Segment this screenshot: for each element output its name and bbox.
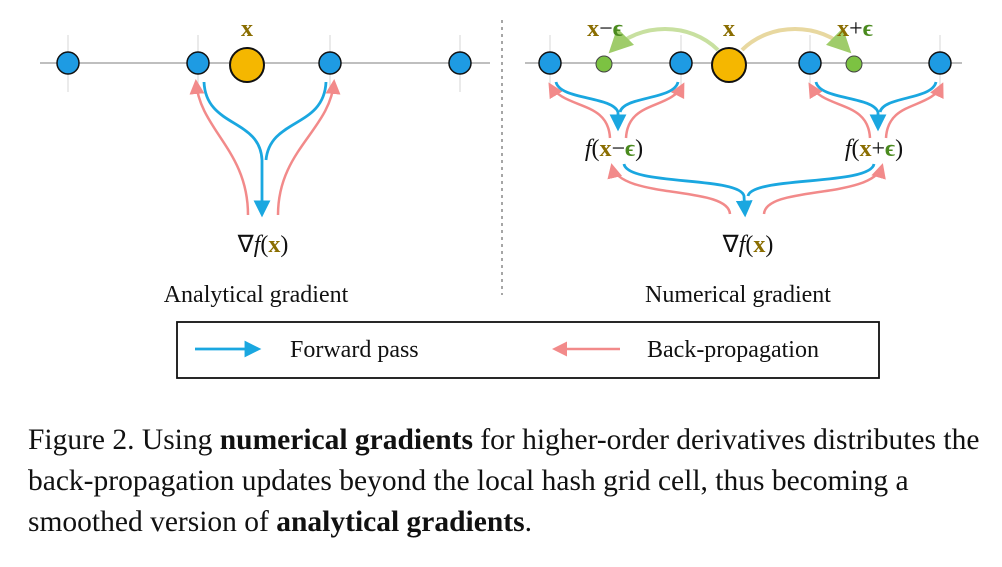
- grid-node: [448, 51, 472, 75]
- sample-point-plus: [845, 55, 863, 73]
- x-minus-eps-label: x−ϵ: [587, 16, 623, 42]
- backprop-arrow-right-d: [884, 82, 944, 139]
- forward-arrow-right-d: [878, 81, 938, 113]
- grad-label-left: ∇f(x): [237, 232, 289, 258]
- grid-node: [538, 51, 562, 75]
- grid-node: [669, 51, 693, 75]
- caption-bold-analytical: analytical gradients: [276, 506, 525, 538]
- backprop-arrow-left-a: [189, 79, 250, 216]
- sample-point-minus: [595, 55, 613, 73]
- backprop-arrow-right-e: [607, 163, 732, 215]
- x-label-right: x: [723, 16, 735, 42]
- grad-label-right: ∇f(x): [722, 232, 774, 258]
- query-point: [229, 47, 265, 83]
- forward-arrow-right-a: [554, 81, 627, 132]
- grid-node: [798, 51, 822, 75]
- backprop-arrow-right-c: [808, 82, 872, 139]
- grid-node: [928, 51, 952, 75]
- grid-node: [318, 51, 342, 75]
- gradient-diagram: x ∇f(x) Analytical gradient: [40, 16, 962, 379]
- analytical-panel: x ∇f(x) Analytical gradient: [40, 16, 490, 308]
- grid-node: [186, 51, 210, 75]
- figure-caption: Figure 2. Using numerical gradients for …: [28, 420, 988, 543]
- x-label-left: x: [241, 16, 253, 42]
- grid-node: [56, 51, 80, 75]
- caption-middle: for higher-order derivatives distributes…: [28, 424, 980, 538]
- offset-arc-minus: [608, 27, 720, 54]
- forward-arrow-left-b: [264, 81, 328, 161]
- forward-arrow-right-b: [618, 81, 680, 113]
- f-x-plus-eps-label: f(x+ϵ): [845, 136, 903, 162]
- caption-bold-numerical: numerical gradients: [219, 424, 473, 456]
- backprop-arrow-right-a: [548, 82, 612, 139]
- analytical-title: Analytical gradient: [164, 282, 349, 308]
- backprop-arrow-left-b: [276, 79, 341, 216]
- f-x-minus-eps-label: f(x−ϵ): [585, 136, 643, 162]
- x-plus-eps-label: x+ϵ: [837, 16, 873, 42]
- offset-arc-plus: [740, 27, 852, 54]
- backprop-arrow-right-f: [762, 163, 886, 215]
- caption-suffix: .: [524, 506, 532, 538]
- query-point: [711, 47, 747, 83]
- legend-backward-label: Back-propagation: [647, 337, 819, 363]
- numerical-panel: x x−ϵ x+ϵ f(x−ϵ) f(x+ϵ) ∇f(x) Numerical …: [525, 16, 962, 308]
- legend-forward-label: Forward pass: [290, 337, 419, 363]
- forward-arrow-left-a: [202, 81, 271, 218]
- numerical-title: Numerical gradient: [645, 282, 831, 308]
- forward-arrow-right-e: [622, 163, 753, 218]
- caption-prefix: Figure 2. Using: [28, 424, 220, 456]
- backprop-arrow-right-b: [624, 82, 685, 139]
- legend: Forward pass Back-propagation: [176, 321, 880, 379]
- legend-box: [176, 321, 880, 379]
- forward-arrow-right-c: [814, 81, 887, 132]
- forward-arrow-right-f: [746, 163, 876, 197]
